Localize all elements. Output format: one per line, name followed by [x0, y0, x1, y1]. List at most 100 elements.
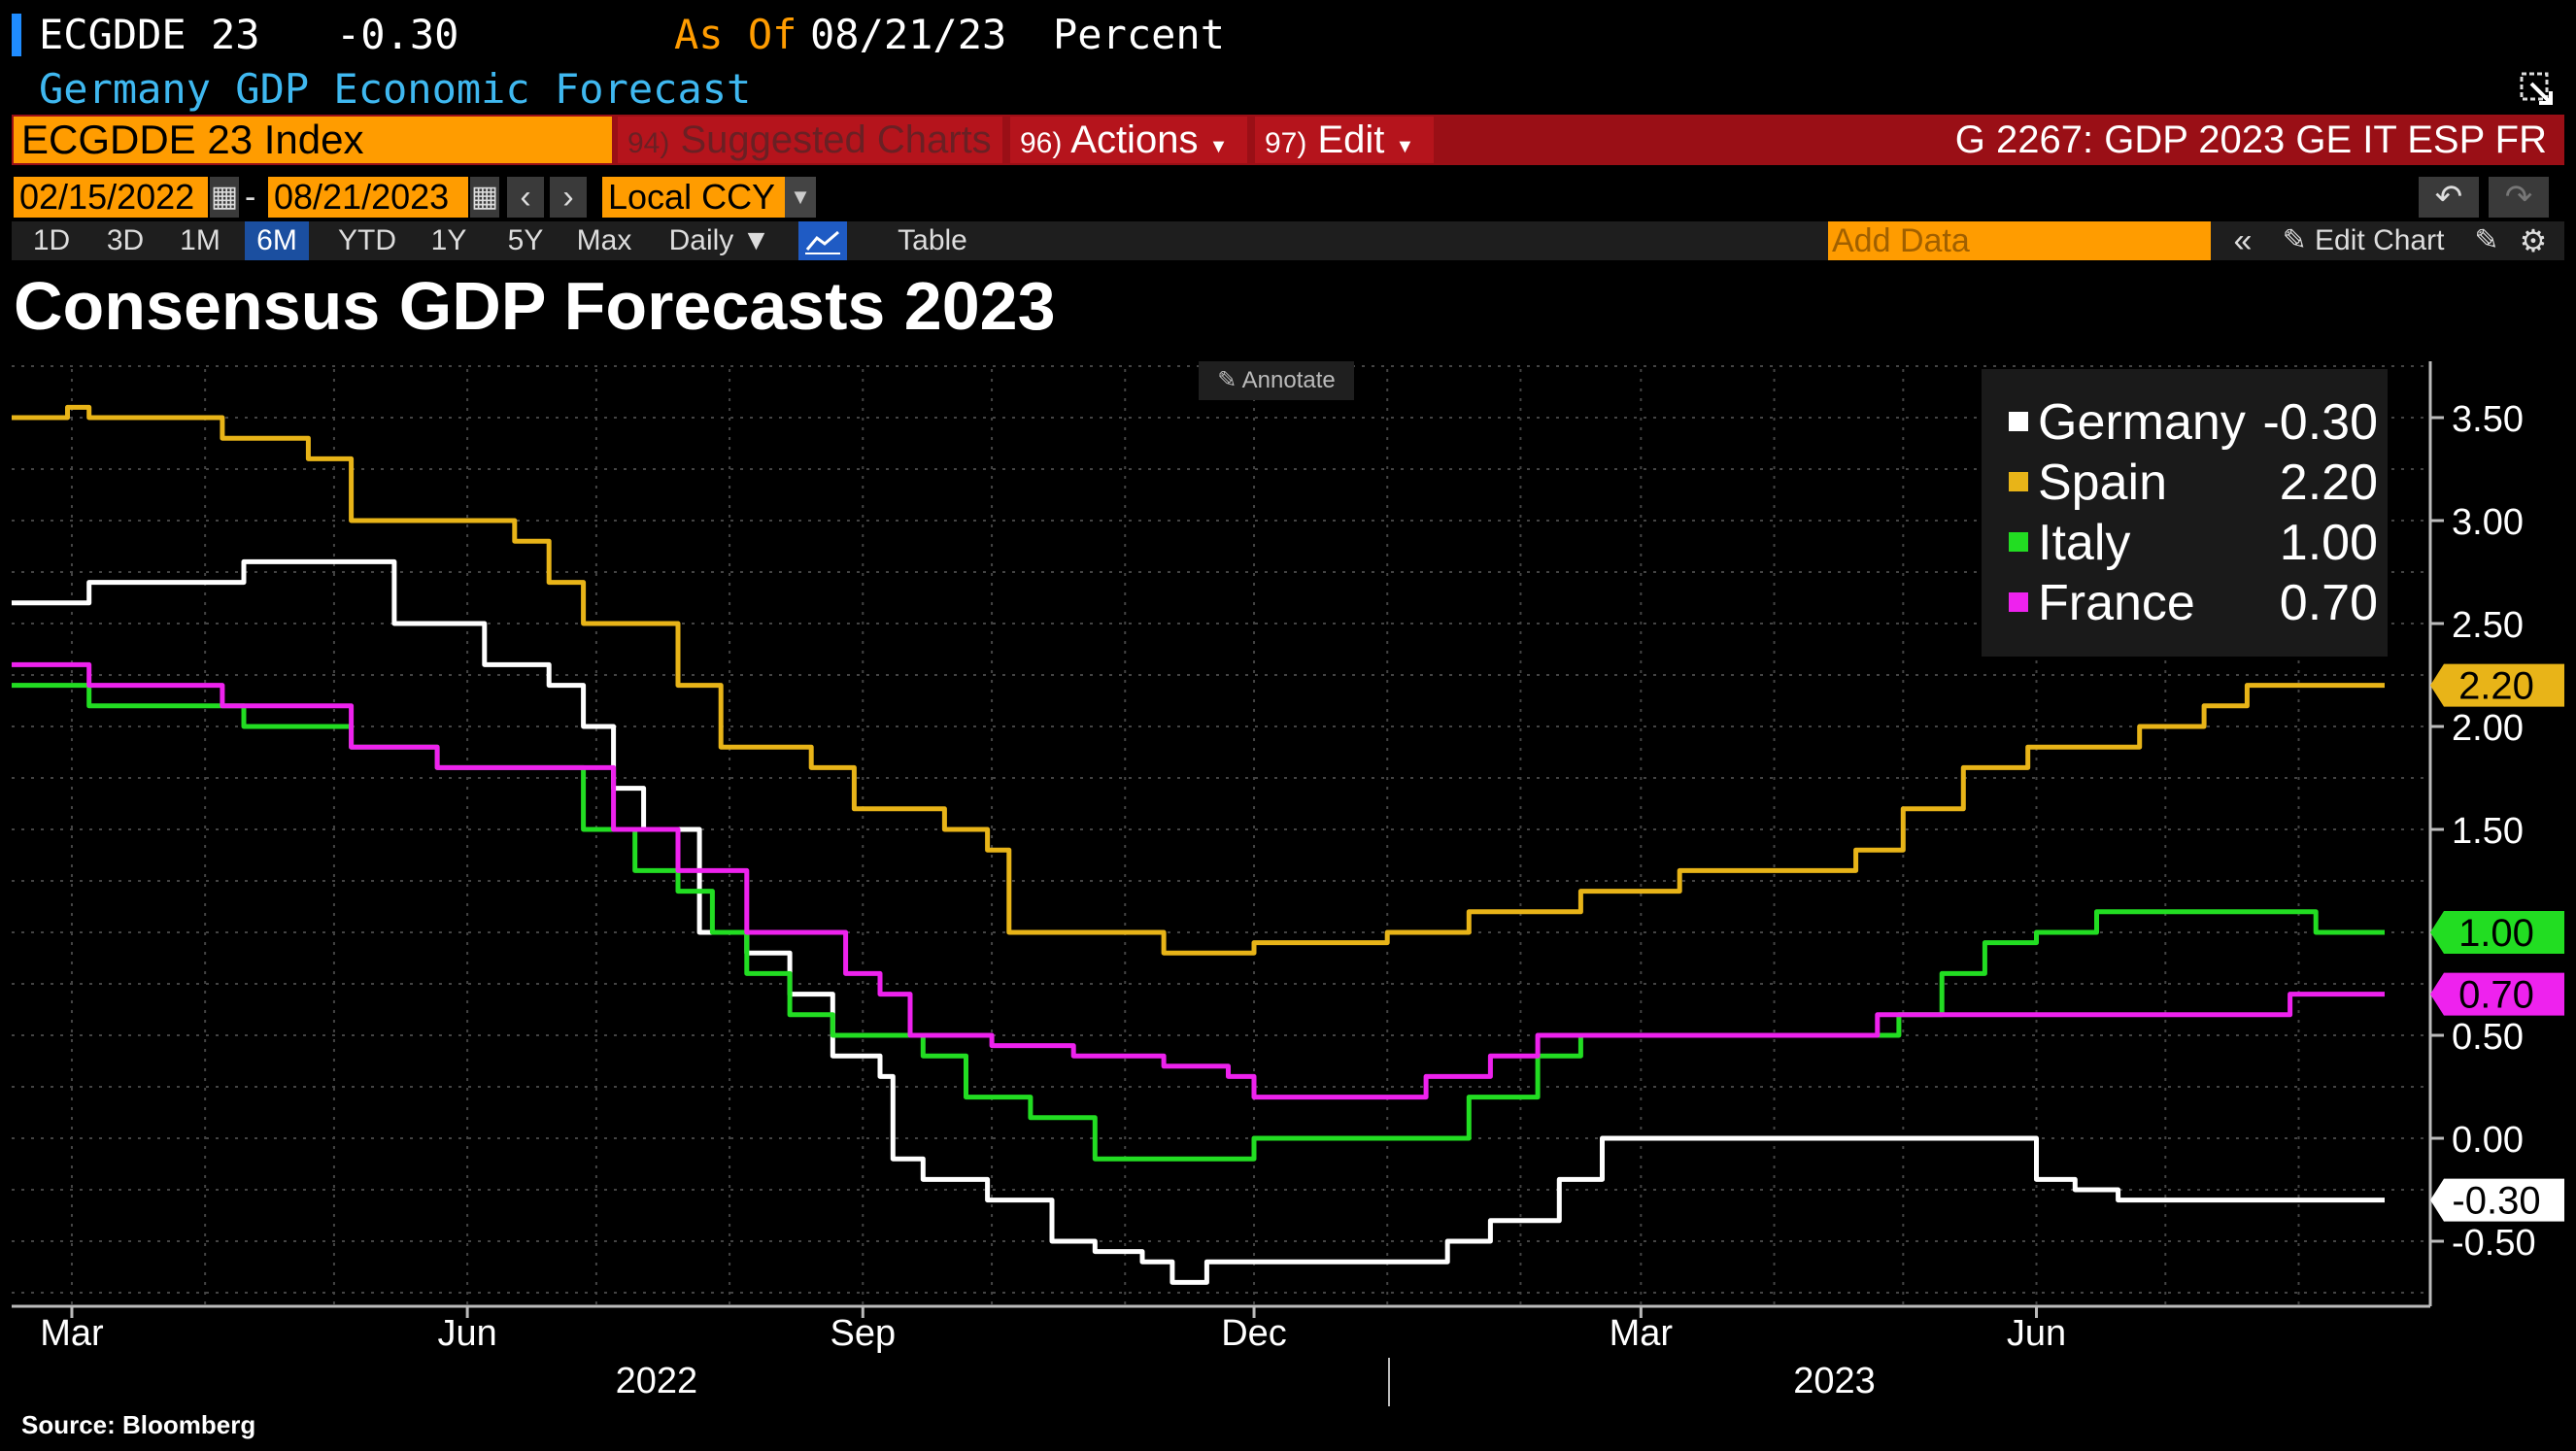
- legend-series-name: France: [2038, 575, 2195, 631]
- y-tick-label: 1.50: [2452, 811, 2524, 852]
- range-button-ytd[interactable]: YTD: [338, 224, 396, 256]
- actions-num: 96): [1020, 127, 1063, 159]
- legend-series-value: 2.20: [2279, 455, 2378, 511]
- end-date-input[interactable]: 08/21/2023: [268, 177, 468, 218]
- annotate-button[interactable]: ✎ Annotate: [1199, 361, 1354, 400]
- series-line-spain: [12, 404, 2385, 956]
- range-button-6m[interactable]: 6M: [245, 221, 309, 260]
- range-button-max[interactable]: Max: [576, 224, 632, 256]
- as-of-label: As Of: [674, 11, 797, 58]
- legend-series-name: Italy: [2038, 515, 2131, 571]
- caret-down-icon: ▼: [741, 224, 771, 256]
- last-value-germany: -0.30: [2430, 1178, 2564, 1223]
- last-value-text: 0.70: [2458, 974, 2534, 1017]
- legend-series-name: Germany: [2038, 394, 2246, 451]
- chevron-left-icon[interactable]: ‹: [507, 177, 544, 218]
- last-value-box: [2430, 1178, 2564, 1222]
- y-tick-label: 2.50: [2452, 605, 2524, 646]
- chevron-right-icon[interactable]: ›: [550, 177, 587, 218]
- pencil-icon: ✎: [1217, 367, 1237, 393]
- pencil-icon[interactable]: ✎: [2474, 224, 2499, 256]
- legend-series-name: Spain: [2038, 455, 2167, 511]
- legend-swatch: [2009, 532, 2028, 552]
- last-value-spain: 2.20: [2430, 663, 2564, 708]
- last-value-text: -0.30: [2452, 1180, 2540, 1223]
- chevron-down-icon[interactable]: ▼: [785, 177, 816, 218]
- add-data-input[interactable]: Add Data: [1828, 221, 2211, 260]
- y-tick-label: 3.50: [2452, 399, 2524, 440]
- legend-swatch: [2009, 472, 2028, 491]
- range-button-5y[interactable]: 5Y: [507, 224, 544, 256]
- edit-chart-label: Edit Chart: [2315, 224, 2445, 256]
- security-subtitle: Germany GDP Economic Forecast: [39, 65, 752, 113]
- range-button-3d[interactable]: 3D: [106, 224, 145, 256]
- x-tick-label: Mar: [1610, 1313, 1674, 1354]
- suggested-charts-button[interactable]: 94) Suggested Charts: [618, 117, 1002, 163]
- double-chevron-icon[interactable]: «: [2233, 222, 2253, 259]
- edit-num: 97): [1265, 127, 1307, 159]
- last-value-box: [2430, 663, 2564, 707]
- y-tick-label: 0.00: [2452, 1120, 2524, 1161]
- x-tick-label: Sep: [830, 1313, 896, 1354]
- annotate-label: Annotate: [1241, 367, 1336, 393]
- edit-chart-button[interactable]: ✎ Edit Chart: [2273, 221, 2454, 260]
- as-of-date: 08/21/23: [810, 11, 1007, 58]
- last-value-box: [2430, 972, 2564, 1016]
- ticker-label: ECGDDE 23: [39, 11, 260, 58]
- last-value-france: 0.70: [2430, 972, 2564, 1017]
- year-label: 2023: [1793, 1361, 1876, 1401]
- frequency-label: Daily: [668, 224, 734, 256]
- chart-title: Consensus GDP Forecasts 2023: [14, 268, 1056, 344]
- edit-menu-button[interactable]: 97) Edit ▼: [1255, 117, 1434, 163]
- caret-down-icon: ▼: [1208, 136, 1229, 157]
- last-value-box: [2430, 911, 2564, 954]
- chart-legend: [1982, 369, 2388, 657]
- x-tick-label: Jun: [2007, 1313, 2066, 1354]
- range-button-1y[interactable]: 1Y: [430, 224, 467, 256]
- legend-series-value: 0.70: [2279, 575, 2378, 631]
- caret-down-icon: ▼: [1395, 136, 1415, 157]
- y-tick-label: 0.50: [2452, 1017, 2524, 1058]
- x-tick-label: Jun: [437, 1313, 496, 1354]
- security-input[interactable]: ECGDDE 23 Index: [14, 117, 612, 163]
- last-value-italy: 1.00: [2430, 911, 2564, 955]
- security-marker: [12, 14, 21, 56]
- range-button-1m[interactable]: 1M: [180, 224, 220, 256]
- redo-icon[interactable]: ↷: [2489, 177, 2549, 218]
- last-value-text: 2.20: [2458, 665, 2534, 708]
- actions-button[interactable]: 96) Actions ▼: [1010, 117, 1247, 163]
- start-date-input[interactable]: 02/15/2022: [14, 177, 208, 218]
- popout-icon[interactable]: [2518, 70, 2557, 109]
- pencil-icon: ✎: [2282, 224, 2307, 256]
- frequency-select[interactable]: Daily ▼: [657, 221, 783, 260]
- date-separator: -: [245, 179, 256, 216]
- series-line-france: [12, 661, 2385, 1100]
- series-line-germany: [12, 558, 2385, 1285]
- y-tick-label: -0.50: [2452, 1223, 2536, 1264]
- suggested-charts-num: 94): [627, 127, 670, 159]
- unit-label: Percent: [1053, 11, 1226, 58]
- last-value-text: 1.00: [2458, 912, 2534, 955]
- currency-select[interactable]: Local CCY: [602, 177, 816, 218]
- legend-series-value: -0.30: [2262, 394, 2378, 451]
- x-tick-label: Mar: [40, 1313, 104, 1354]
- suggested-charts-label: Suggested Charts: [680, 118, 992, 161]
- y-tick-label: 2.00: [2452, 708, 2524, 749]
- undo-icon[interactable]: ↶: [2419, 177, 2479, 218]
- legend-series-value: 1.00: [2279, 515, 2378, 571]
- range-button-1d[interactable]: 1D: [32, 224, 71, 256]
- y-tick-label: 3.00: [2452, 502, 2524, 543]
- edit-label: Edit: [1317, 118, 1385, 161]
- chart-code-label: G 2267: GDP 2023 GE IT ESP FR: [1954, 118, 2547, 161]
- table-button[interactable]: Table: [898, 224, 967, 256]
- calendar-icon[interactable]: ▦: [210, 177, 239, 218]
- year-label: 2022: [616, 1361, 698, 1401]
- legend-swatch: [2009, 412, 2028, 431]
- gear-icon[interactable]: ⚙: [2519, 223, 2548, 258]
- source-note: Source: Bloomberg: [21, 1410, 256, 1439]
- calendar-icon[interactable]: ▦: [470, 177, 499, 218]
- legend-swatch: [2009, 592, 2028, 612]
- ticker-value: -0.30: [336, 11, 459, 58]
- line-chart-icon[interactable]: [798, 221, 847, 260]
